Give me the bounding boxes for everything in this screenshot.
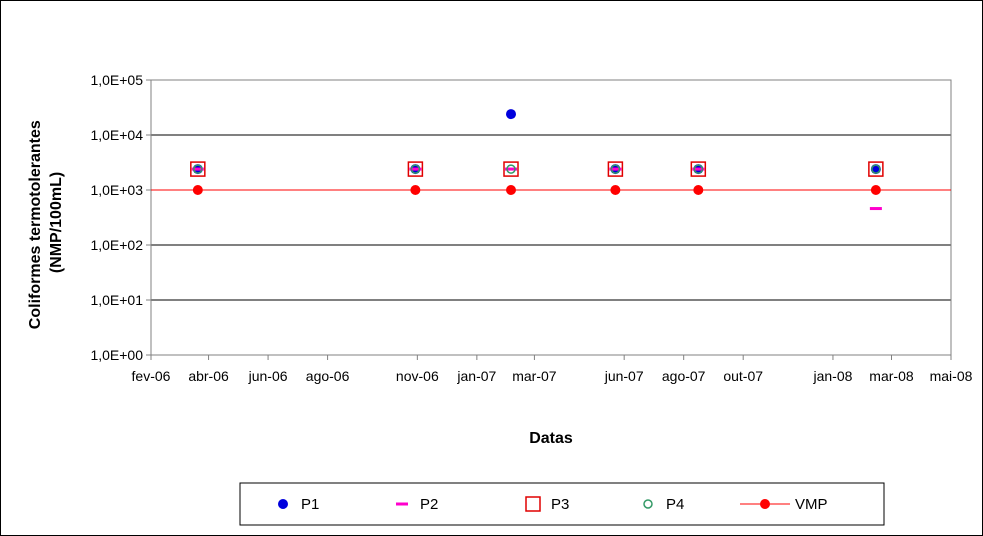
legend-item-p3: P3 xyxy=(525,496,569,513)
legend-marker-p2 xyxy=(396,502,408,506)
legend: P1 P2 P3 P4 VMP xyxy=(239,482,885,526)
legend-label-p3: P3 xyxy=(551,496,569,513)
point-p3 xyxy=(868,161,884,177)
point-p4 xyxy=(506,164,516,174)
y-axis-title-line-2: (NMP/100mL) xyxy=(48,172,65,273)
point-vmp xyxy=(693,185,704,195)
y-tick-label: 1,0E+02 xyxy=(90,237,143,253)
point-p1 xyxy=(506,109,516,120)
series-p1 xyxy=(192,109,881,175)
axes xyxy=(146,79,952,360)
point-p3 xyxy=(407,161,424,177)
point-p3 xyxy=(190,161,206,177)
y-axis-title-line-1: Coliformes termotolerantes xyxy=(27,120,44,329)
point-p3 xyxy=(607,161,624,177)
legend-marker-p3 xyxy=(525,496,541,512)
legend-label-p1: P1 xyxy=(301,496,319,513)
point-p3 xyxy=(690,161,707,177)
legend-item-vmp: VMP xyxy=(740,496,828,513)
x-tick-label: mai-08 xyxy=(930,368,973,384)
point-p2 xyxy=(409,167,422,171)
y-tick-label: 1,0E+04 xyxy=(90,127,143,143)
x-axis-title: Datas xyxy=(529,430,573,447)
x-tick-label: jan-07 xyxy=(456,368,496,384)
x-tick-label: out-07 xyxy=(723,368,763,384)
point-vmp xyxy=(192,185,203,195)
point-p4 xyxy=(410,164,421,174)
y-tick-label: 1,0E+00 xyxy=(90,347,143,363)
legend-marker-p4 xyxy=(643,499,653,509)
x-tick-label: mar-08 xyxy=(869,368,914,384)
point-p2 xyxy=(609,167,622,171)
point-p4 xyxy=(193,164,203,174)
point-p2 xyxy=(191,167,204,171)
point-vmp xyxy=(506,185,516,195)
y-tick-labels: 1,0E+00 1,0E+01 1,0E+02 1,0E+03 1,0E+04 1,0E+… xyxy=(90,72,143,363)
x-tick-labels: fev-06 abr-06 jun-06 ago-06 nov-06 jan-07 mar-… xyxy=(132,368,973,384)
y-tick-label: 1,0E+01 xyxy=(90,292,143,308)
point-p4 xyxy=(871,164,881,174)
series-p2 xyxy=(191,167,882,211)
y-axis-title: Coliformes termotolerantes (NMP/100mL) xyxy=(27,116,65,329)
point-p2 xyxy=(505,167,517,171)
point-p3 xyxy=(503,161,519,177)
legend-label-p4: P4 xyxy=(666,496,684,513)
series-p3 xyxy=(190,161,884,177)
x-tick-label: jan-08 xyxy=(812,368,852,384)
y-tick-label: 1,0E+03 xyxy=(90,182,143,198)
series-vmp xyxy=(151,185,951,195)
x-tick-label: abr-06 xyxy=(188,368,229,384)
legend-marker-vmp xyxy=(760,499,770,509)
point-p2 xyxy=(692,167,705,171)
legend-item-p2: P2 xyxy=(396,496,438,513)
point-p4 xyxy=(693,164,704,174)
x-tick-label: jun-07 xyxy=(604,368,644,384)
point-vmp xyxy=(610,185,621,195)
series-p4 xyxy=(193,164,881,174)
x-tick-label: nov-06 xyxy=(396,368,439,384)
series-marks xyxy=(151,109,951,211)
x-tick-label: fev-06 xyxy=(132,368,171,384)
point-p2 xyxy=(869,207,882,211)
point-p4 xyxy=(610,164,621,174)
point-vmp xyxy=(870,185,881,195)
legend-item-p1: P1 xyxy=(278,496,319,513)
point-vmp xyxy=(410,185,421,195)
legend-label-vmp: VMP xyxy=(795,496,828,513)
x-tick-label: mar-07 xyxy=(512,368,557,384)
legend-item-p4: P4 xyxy=(643,496,684,513)
x-tick-label: ago-07 xyxy=(662,368,706,384)
y-tick-label: 1,0E+05 xyxy=(90,72,143,88)
x-tick-label: jun-06 xyxy=(248,368,288,384)
legend-marker-p1 xyxy=(278,499,288,509)
legend-label-p2: P2 xyxy=(420,496,438,513)
x-tick-label: ago-06 xyxy=(306,368,350,384)
plot-area xyxy=(150,79,952,356)
